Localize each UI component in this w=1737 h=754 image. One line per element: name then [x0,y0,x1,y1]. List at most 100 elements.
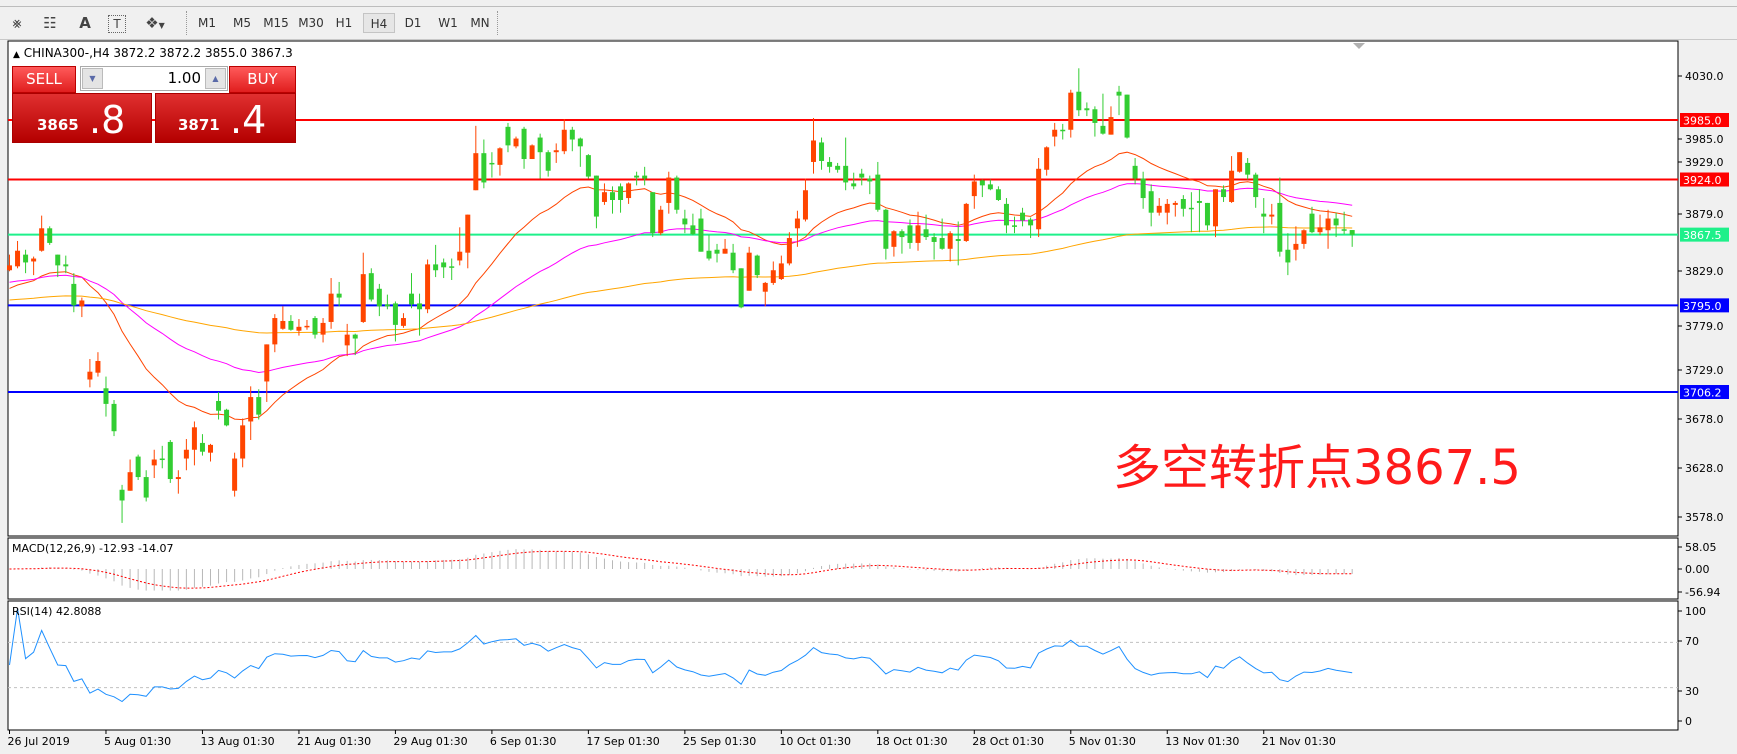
candle-body[interactable] [553,150,559,153]
timeframe-d1-button[interactable]: D1 [404,16,422,30]
timeframe-h1-button[interactable]: H1 [335,16,353,30]
candle-body[interactable] [577,138,583,147]
candle-body[interactable] [1164,203,1170,213]
candle-body[interactable] [690,225,696,235]
candle-body[interactable] [1309,213,1315,233]
candle-body[interactable] [449,266,455,268]
candle-body[interactable] [505,126,511,146]
candle-body[interactable] [368,273,374,300]
candle-body[interactable] [859,173,865,178]
candle-body[interactable] [1076,91,1082,111]
candle-body[interactable] [601,192,607,202]
candle-body[interactable] [843,165,849,183]
candle-body[interactable] [722,248,728,254]
candle-body[interactable] [288,320,294,330]
candle-body[interactable] [545,152,551,171]
candle-body[interactable] [642,175,648,179]
candle-body[interactable] [770,270,776,283]
candle-body[interactable] [521,128,527,160]
candle-body[interactable] [457,251,463,261]
timeframe-m5-button[interactable]: M5 [233,16,251,30]
candle-body[interactable] [489,162,495,165]
candle-body[interactable] [907,225,913,243]
candle-body[interactable] [610,192,615,200]
candle-body[interactable] [143,477,149,498]
candle-body[interactable] [1028,219,1034,226]
candle-body[interactable] [208,444,213,453]
candle-body[interactable] [481,153,487,183]
candle-body[interactable] [1269,214,1275,217]
candle-body[interactable] [1148,191,1154,213]
candle-body[interactable] [1052,129,1058,137]
candle-body[interactable] [240,425,246,459]
elliott-wave-icon[interactable]: ⨳ [12,14,22,32]
candle-body[interactable] [376,288,382,307]
candle-body[interactable] [778,263,784,280]
candle-body[interactable] [923,229,929,238]
timeframe-m30-button[interactable]: M30 [298,16,324,30]
candle-body[interactable] [344,334,350,346]
candle-body[interactable] [1325,218,1331,231]
candle-body[interactable] [304,325,310,328]
candle-body[interactable] [698,218,704,252]
candle-body[interactable] [835,165,841,170]
candle-body[interactable] [995,189,1001,200]
candle-body[interactable] [23,254,29,263]
candle-body[interactable] [899,231,905,238]
candle-body[interactable] [1044,147,1050,170]
candle-body[interactable] [1084,108,1090,111]
candle-body[interactable] [95,360,101,373]
candle-body[interactable] [674,177,680,210]
candle-body[interactable] [256,397,262,415]
candle-body[interactable] [931,237,937,242]
candle-body[interactable] [979,180,985,186]
candle-body[interactable] [626,183,632,199]
candle-body[interactable] [947,233,953,249]
candle-body[interactable] [1213,189,1218,227]
timeframe-m15-button[interactable]: M15 [263,16,289,30]
candle-body[interactable] [1108,117,1114,135]
candle-body[interactable] [473,153,479,191]
candle-body[interactable] [1092,109,1098,123]
candle-body[interactable] [618,186,624,200]
timeframe-w1-button[interactable]: W1 [438,16,458,30]
fibonacci-fan-icon[interactable]: ☷ [43,14,57,32]
candle-body[interactable] [272,318,278,345]
candle-body[interactable] [296,326,302,331]
candle-body[interactable] [1317,227,1323,233]
candle-body[interactable] [529,145,535,160]
candle-body[interactable] [1253,174,1259,198]
candle-body[interactable] [248,397,254,422]
candle-body[interactable] [1349,230,1355,235]
candle-body[interactable] [232,458,238,491]
candle-body[interactable] [1237,152,1243,172]
candle-body[interactable] [1196,200,1202,203]
candle-body[interactable] [1277,202,1283,252]
candle-body[interactable] [119,489,125,501]
candle-body[interactable] [264,344,270,382]
price-chart[interactable]: 4030.0 3985.0 3929.0 3879.0 3829.0 3779.0 3729… [0,40,1737,754]
candle-body[interactable] [1180,199,1186,209]
candle-body[interactable] [963,203,969,241]
candle-body[interactable] [159,458,165,461]
candle-body[interactable] [915,225,921,243]
candle-body[interactable] [1132,165,1138,179]
candle-body[interactable] [513,138,519,147]
candle-body[interactable] [151,459,157,466]
candle-body[interactable] [1221,189,1227,198]
candle-body[interactable] [127,472,133,491]
candle-body[interactable] [175,477,181,480]
candle-body[interactable] [1245,162,1251,175]
candle-body[interactable] [216,400,222,411]
candle-body[interactable] [1020,212,1026,221]
candle-body[interactable] [537,137,543,153]
arrows-dropdown-icon[interactable]: ❖▼ [145,14,165,32]
buy-button[interactable]: BUY [229,66,296,93]
candle-body[interactable] [851,183,857,187]
candle-body[interactable] [1341,229,1347,231]
lot-size-value[interactable]: 1.00 [167,69,201,87]
candle-body[interactable] [465,214,471,253]
candle-body[interactable] [762,282,768,292]
candle-body[interactable] [1140,178,1146,199]
candle-body[interactable] [987,184,993,190]
